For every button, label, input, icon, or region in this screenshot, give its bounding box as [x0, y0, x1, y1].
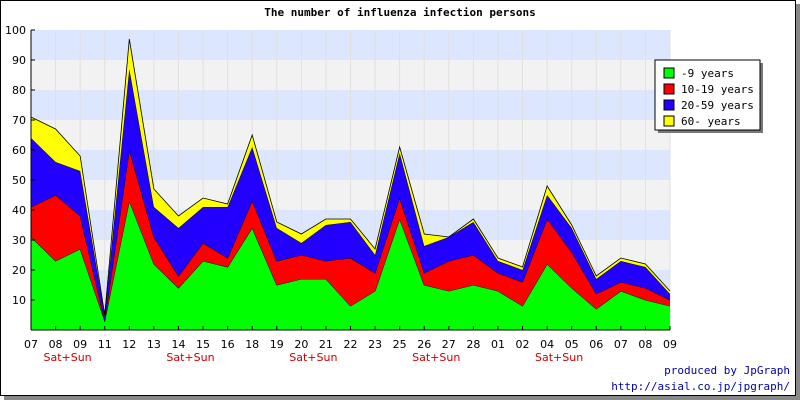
y-tick-label: 90 [12, 54, 26, 67]
weekend-label: Sat+Sun [289, 351, 337, 364]
weekend-label: Sat+Sun [535, 351, 583, 364]
y-tick-label: 80 [12, 84, 26, 97]
x-tick-label: 01 [491, 338, 505, 351]
area-10-19-years [31, 150, 670, 321]
legend-label: 60- years [681, 115, 741, 128]
y-tick-label: 50 [12, 174, 26, 187]
x-tick-label: 19 [270, 338, 284, 351]
x-tick-label: 08 [638, 338, 652, 351]
x-tick-labels: 07 08 09 11 12 13 14 15 16 18 19 20 21 22 23 25 26 27 28 01… [24, 338, 677, 351]
legend-swatch [663, 83, 675, 95]
y-tick-label: 40 [12, 204, 26, 217]
x-tick-label: 13 [147, 338, 161, 351]
x-tick-label: 25 [393, 338, 407, 351]
x-tick-label: 11 [98, 338, 112, 351]
y-tick-label: 30 [12, 234, 26, 247]
x-tick-label: 08 [49, 338, 63, 351]
x-tick-label: 12 [122, 338, 136, 351]
x-tick-label: 22 [344, 338, 358, 351]
weekend-label: Sat+Sun [412, 351, 460, 364]
x-tick-label: 28 [466, 338, 480, 351]
area-series [30, 38, 671, 330]
x-tick-label: 06 [589, 338, 603, 351]
x-tick-label: 05 [565, 338, 579, 351]
y-tick-label: 20 [12, 264, 26, 277]
weekend-label: Sat+Sun [43, 351, 91, 364]
x-tick-label: 27 [442, 338, 456, 351]
chart-title: The number of influenza infection person… [264, 6, 536, 19]
x-tick-label: 15 [196, 338, 210, 351]
y-tick-label: 60 [12, 144, 26, 157]
weekend-labels: Sat+Sun Sat+Sun Sat+Sun Sat+Sun Sat+Sun [43, 351, 583, 364]
x-tick-label: 07 [614, 338, 628, 351]
y-tick-label: 70 [12, 114, 26, 127]
x-tick-label: 14 [171, 338, 185, 351]
x-tick-label: 18 [245, 338, 259, 351]
y-tick-label: 10 [12, 294, 26, 307]
y-tick-label: 100 [5, 24, 26, 37]
x-tick-label: 09 [73, 338, 87, 351]
x-tick-label: 20 [294, 338, 308, 351]
x-tick-label: 21 [319, 338, 333, 351]
axes [30, 29, 671, 331]
area-20-59-years [31, 69, 670, 321]
x-tick-label: 07 [24, 338, 38, 351]
credit-line-2: http://asial.co.jp/jpgraph/ [611, 380, 790, 393]
x-tick-label: 04 [540, 338, 554, 351]
x-tick-label: 23 [368, 338, 382, 351]
x-tick-label: 02 [516, 338, 530, 351]
legend: -9 years 10-19 years 20-59 years 60- years [654, 59, 763, 133]
legend-swatch [663, 67, 675, 79]
area-9-years [31, 201, 670, 330]
legend-label: 10-19 years [681, 83, 754, 96]
x-tick-label: 09 [663, 338, 677, 351]
legend-label: 20-59 years [681, 99, 754, 112]
x-tick-label: 16 [221, 338, 235, 351]
legend-swatch [663, 115, 675, 127]
series-line [30, 38, 671, 316]
y-tick-labels: 10 20 30 40 50 60 70 80 90 100 [5, 24, 26, 307]
legend-label: -9 years [681, 67, 734, 80]
x-tick-label: 26 [417, 338, 431, 351]
weekend-label: Sat+Sun [166, 351, 214, 364]
legend-swatch [663, 99, 675, 111]
credit-line-1: produced by JpGraph [664, 364, 790, 377]
